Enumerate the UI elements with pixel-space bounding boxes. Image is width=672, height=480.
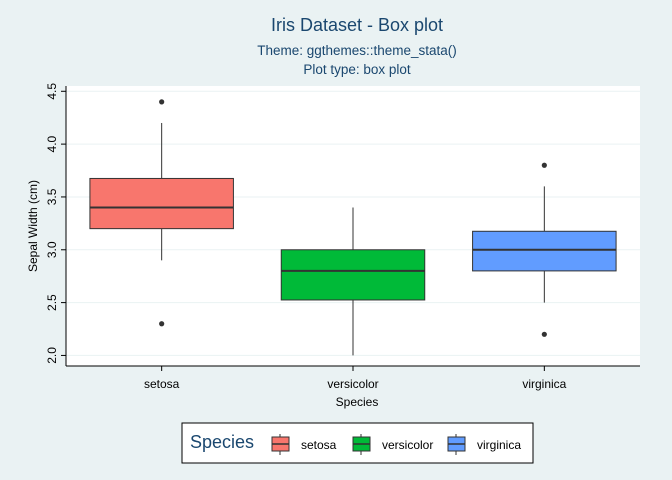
outlier-point-virginica-1 bbox=[541, 331, 547, 337]
y-tick-label-0: 2.0 bbox=[45, 347, 59, 364]
legend-entry-virginica: virginica bbox=[447, 434, 521, 455]
x-tick-label-1: versicolor bbox=[327, 377, 378, 391]
box-versicolor bbox=[280, 207, 426, 356]
box-setosa bbox=[89, 99, 234, 327]
legend-label-versicolor: versicolor bbox=[382, 438, 433, 452]
y-tick-label-4: 4.0 bbox=[45, 135, 59, 152]
chart-title: Iris Dataset - Box plot bbox=[271, 15, 443, 35]
box-body-virginica bbox=[472, 230, 617, 272]
legend-entry-versicolor: versicolor bbox=[352, 434, 433, 455]
legend: Species setosa versicolor virginica bbox=[181, 422, 534, 464]
outlier-point-virginica-0 bbox=[541, 162, 547, 168]
axes: 2.0 2.5 3.0 3.5 4.0 4.5 setosa versicolor virgin… bbox=[45, 83, 640, 391]
y-tick-label-2: 3.0 bbox=[45, 241, 59, 258]
x-tick-label-0: setosa bbox=[144, 377, 180, 391]
box-body-versicolor bbox=[280, 249, 426, 301]
y-tick-label-3: 3.5 bbox=[45, 188, 59, 205]
y-axis-label: Sepal Width (cm) bbox=[26, 180, 40, 272]
x-axis-label: Species bbox=[336, 395, 379, 409]
legend-label-virginica: virginica bbox=[477, 438, 521, 452]
outlier-point-setosa-1 bbox=[159, 321, 165, 327]
chart-subtitle-line-1: Theme: ggthemes::theme_stata() bbox=[257, 43, 457, 58]
legend-title: Species bbox=[190, 432, 254, 452]
y-tick-label-1: 2.5 bbox=[45, 294, 59, 311]
box-virginica bbox=[472, 162, 617, 337]
x-tick-label-2: virginica bbox=[522, 377, 566, 391]
chart-subtitle-line-2: Plot type: box plot bbox=[303, 62, 411, 77]
outlier-point-setosa-0 bbox=[159, 99, 165, 105]
y-tick-label-5: 4.5 bbox=[45, 83, 59, 100]
legend-label-setosa: setosa bbox=[301, 438, 337, 452]
boxes bbox=[89, 99, 617, 356]
box-body-setosa bbox=[89, 177, 234, 230]
legend-entry-setosa: setosa bbox=[271, 434, 337, 455]
